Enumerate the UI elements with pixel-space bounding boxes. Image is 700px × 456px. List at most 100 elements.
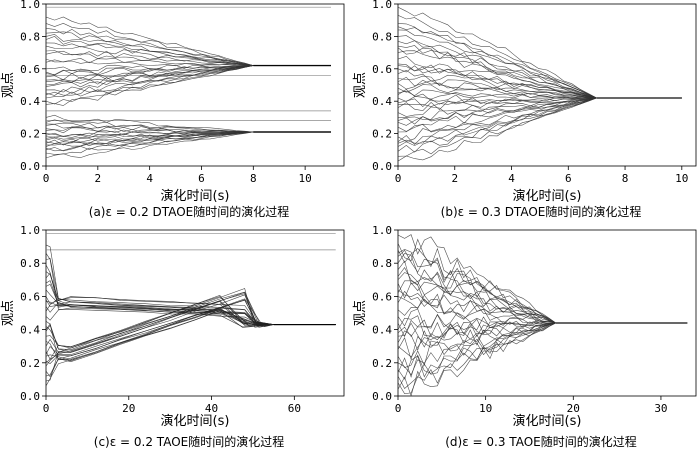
x-tick-label: 4 [146,172,153,185]
plot-frame [397,229,697,397]
y-tick-label: 0.0 [372,160,392,173]
panel-caption: (d)ε = 0.3 TAOE随时间的演化过程 [445,434,636,449]
opinion-trajectory [46,59,331,67]
opinion-trajectory [398,55,682,99]
opinion-trajectory [398,97,682,162]
opinion-trajectory [398,97,682,142]
y-tick-label: 0.8 [372,30,392,43]
x-tick-label: 30 [654,402,667,415]
opinion-trajectory [46,65,331,84]
opinion-trajectory [398,89,682,99]
opinion-trajectory [398,45,682,99]
x-tick-label: 2 [451,172,458,185]
opinion-trajectory [46,264,336,325]
opinion-trajectory [398,65,682,99]
opinion-trajectory [46,131,331,152]
y-axis-label: 观点 [353,72,368,98]
opinion-trajectory [398,253,688,324]
opinion-trajectory [46,65,331,96]
panel-c: 0.0 0.2 0.4 0.6 0.8 1.0 0 20 40 60 演化时间(s) 观点 (c)ε =… [1,224,345,449]
opinion-trajectory [398,26,682,99]
panel-d: 0.0 0.2 0.4 0.6 0.8 1.0 0 10 20 30 演化时间(s) 观点 (d)ε =… [353,224,697,449]
opinion-trajectory [398,313,688,338]
opinion-trajectory [46,257,336,325]
y-tick-label: 0.8 [20,257,40,270]
y-tick-label: 0.4 [372,324,392,337]
opinion-trajectory [46,272,336,326]
opinion-trajectory [398,322,688,380]
opinion-trajectory [46,122,331,133]
x-tick-label: 6 [565,172,572,185]
opinion-trajectory [398,97,682,157]
y-tick-label: 0.6 [20,290,40,303]
opinion-trajectory [398,23,682,99]
x-tick-label: 0 [43,172,50,185]
opinion-trajectory [46,65,331,88]
y-tick-label: 0.4 [20,95,40,108]
y-tick-label: 1.0 [372,224,392,237]
opinion-trajectory [46,64,331,72]
opinion-trajectory [398,280,688,324]
x-axis-label: 演化时间(s) [161,413,230,429]
opinion-trajectory [398,322,688,358]
x-tick-label: 8 [250,172,257,185]
y-tick-label: 0.0 [20,160,40,173]
opinion-trajectory [46,301,336,382]
y-tick-label: 0.6 [20,63,40,76]
opinion-trajectory [398,65,682,99]
y-axis-label: 观点 [1,300,16,326]
opinion-trajectory [398,97,682,133]
plot-frame [45,229,345,397]
opinion-trajectory [46,298,336,325]
opinion-trajectory [398,289,688,324]
opinion-trajectory [46,131,331,155]
y-tick-label: 1.0 [372,0,392,11]
y-tick-label: 0.2 [372,128,392,141]
opinion-trajectory [46,131,331,159]
opinion-trajectory [398,6,682,99]
opinion-trajectory [46,131,331,137]
opinion-trajectory [398,322,688,376]
opinion-trajectory [46,131,331,146]
x-axis-label: 演化时间(s) [513,413,582,429]
opinion-trajectory [398,97,682,145]
y-tick-label: 0.0 [372,390,392,403]
x-tick-label: 0 [43,402,50,415]
opinion-trajectory [46,126,331,133]
opinion-trajectory [46,253,336,328]
opinion-trajectory [398,272,688,324]
opinion-trajectory [46,45,331,66]
opinion-trajectory [398,97,682,117]
opinion-trajectory [46,131,331,152]
opinion-trajectory [46,291,336,364]
opinion-trajectory [46,294,336,353]
opinion-trajectory [46,310,336,377]
x-tick-label: 10 [479,402,492,415]
opinion-trajectory [398,97,682,147]
opinion-trajectory [398,15,682,99]
x-tick-label: 40 [205,402,218,415]
opinion-trajectory [398,267,688,324]
y-tick-label: 0.6 [372,290,392,303]
y-tick-label: 0.8 [372,257,392,270]
opinion-trajectory [46,292,336,351]
opinion-trajectory [46,57,331,66]
y-tick-label: 0.0 [20,390,40,403]
plot-frame [397,3,697,167]
opinion-trajectory [46,16,331,66]
opinion-trajectory [398,322,688,389]
y-tick-label: 0.2 [372,357,392,370]
y-tick-label: 0.4 [20,324,40,337]
y-tick-label: 0.6 [372,63,392,76]
opinion-trajectory [398,97,682,144]
x-tick-label: 20 [567,402,580,415]
opinion-trajectory [46,293,336,360]
opinion-trajectory [398,247,688,324]
x-tick-label: 0 [395,172,402,185]
opinion-trajectory [46,50,331,66]
opinion-trajectory [398,97,682,107]
opinion-trajectory [398,321,688,348]
opinion-trajectory [46,28,331,66]
